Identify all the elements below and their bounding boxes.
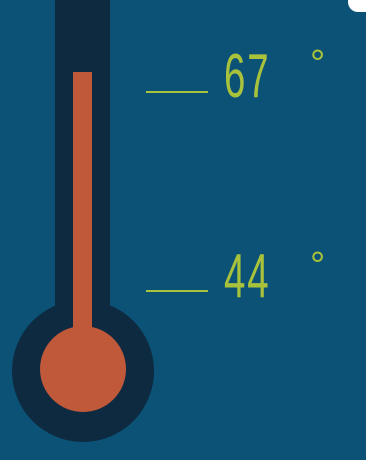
high-temperature-degree: ° xyxy=(310,43,326,85)
corner-notch xyxy=(348,0,366,12)
high-temperature-tick xyxy=(146,91,208,93)
low-temperature-value: 44 xyxy=(224,242,271,311)
low-temperature-tick xyxy=(146,290,208,292)
high-temperature-value: 67 xyxy=(224,42,271,111)
thermometer-mercury-column xyxy=(73,72,92,362)
low-temperature-degree: ° xyxy=(310,245,326,287)
thermometer-bulb xyxy=(40,326,126,412)
